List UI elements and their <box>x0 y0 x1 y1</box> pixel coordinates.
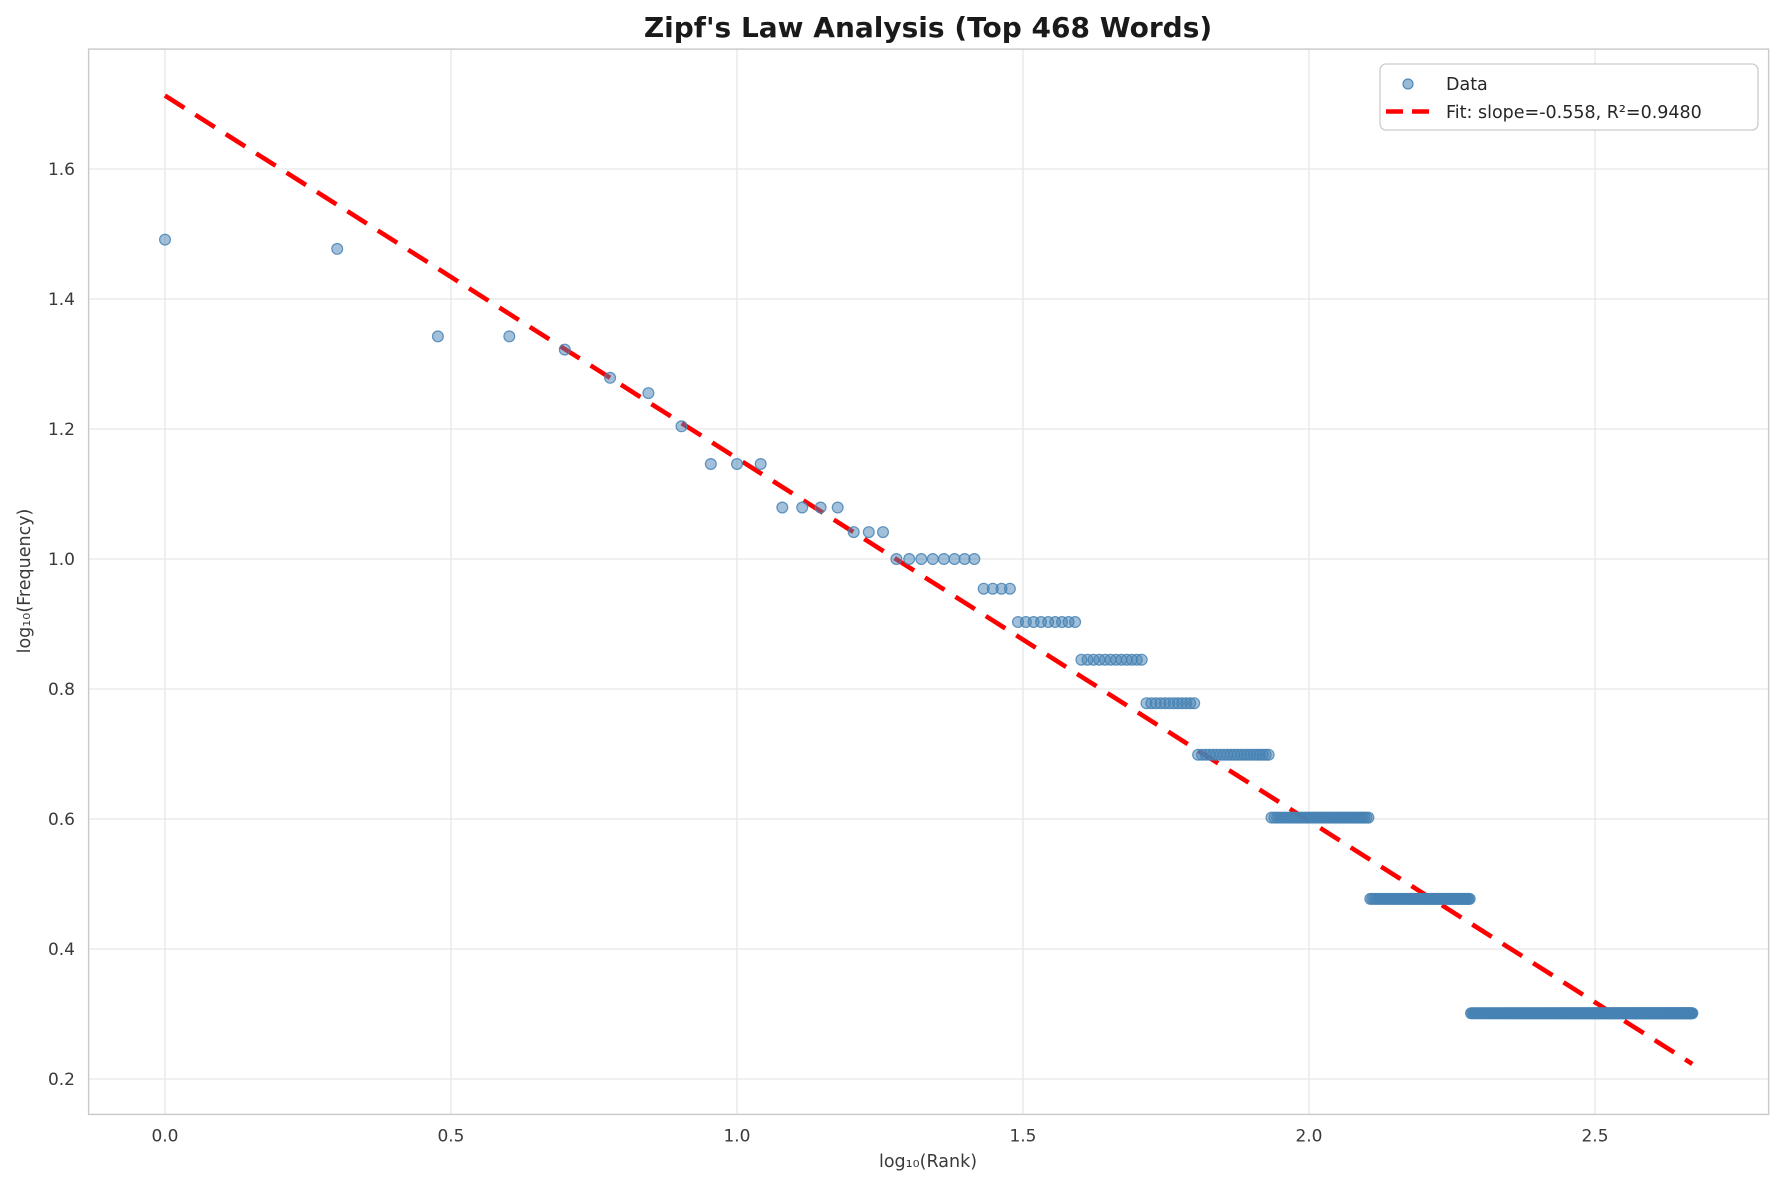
data-point <box>847 526 860 539</box>
data-point <box>948 552 961 565</box>
x-tick-label: 2.5 <box>1581 1127 1608 1147</box>
y-tick-label: 1.0 <box>48 550 75 570</box>
data-point <box>1188 697 1201 710</box>
data-point <box>604 371 617 384</box>
x-tick-label: 2.0 <box>1295 1127 1322 1147</box>
axes-frame <box>87 48 1770 1116</box>
x-tick-label: 1.0 <box>723 1127 750 1147</box>
legend-box <box>1379 63 1759 131</box>
y-tick-label: 1.2 <box>48 420 75 440</box>
data-point <box>1262 748 1275 761</box>
legend-data-label: Data <box>1446 75 1488 95</box>
data-point <box>903 552 916 565</box>
data-point <box>431 330 444 343</box>
data-point <box>890 552 903 565</box>
data-point <box>730 458 743 471</box>
y-tick-label: 0.6 <box>48 810 75 830</box>
data-point <box>915 552 928 565</box>
y-tick-label: 1.6 <box>48 160 75 180</box>
data-point <box>1069 615 1082 628</box>
data-point <box>704 458 717 471</box>
data-point <box>1686 1007 1699 1020</box>
y-tick-label: 0.2 <box>48 1070 75 1090</box>
data-point <box>831 501 844 514</box>
x-tick-label: 1.5 <box>1009 1127 1036 1147</box>
x-tick-label: 0.5 <box>437 1127 464 1147</box>
scatter-points <box>159 233 1699 1020</box>
y-axis-label: log₁₀(Frequency) <box>15 509 35 654</box>
fit-line <box>163 93 1694 1066</box>
x-axis-tick-labels: 0.0 0.5 1.0 1.5 2.0 2.5 <box>151 1127 1608 1147</box>
data-point <box>796 501 809 514</box>
data-point <box>754 458 767 471</box>
y-tick-label: 0.8 <box>48 680 75 700</box>
gridlines <box>88 49 1769 1115</box>
data-point <box>1003 582 1016 595</box>
data-point <box>1362 811 1375 824</box>
data-point <box>876 526 889 539</box>
data-point <box>642 387 655 400</box>
data-point <box>968 552 981 565</box>
data-point <box>937 552 950 565</box>
data-point <box>1135 653 1148 666</box>
legend-fit-label: Fit: slope=-0.558, R²=0.9480 <box>1446 103 1702 123</box>
data-point <box>503 330 516 343</box>
data-point <box>862 526 875 539</box>
legend: Data Fit: slope=-0.558, R²=0.9480 <box>1379 63 1759 131</box>
chart-title: Zipf's Law Analysis (Top 468 Words) <box>644 11 1212 44</box>
data-point <box>776 501 789 514</box>
y-tick-label: 0.4 <box>48 940 75 960</box>
x-tick-label: 0.0 <box>151 1127 178 1147</box>
y-axis-tick-labels: 0.2 0.4 0.6 0.8 1.0 1.2 1.4 1.6 <box>48 160 75 1090</box>
data-point <box>814 501 827 514</box>
data-point <box>331 242 344 255</box>
data-point <box>159 233 172 246</box>
legend-scatter-marker-icon <box>1402 78 1414 90</box>
data-point <box>675 420 688 433</box>
x-axis-label: log₁₀(Rank) <box>879 1152 977 1172</box>
data-point <box>1463 892 1476 905</box>
data-point <box>558 343 571 356</box>
data-point <box>926 552 939 565</box>
y-tick-label: 1.4 <box>48 290 75 310</box>
